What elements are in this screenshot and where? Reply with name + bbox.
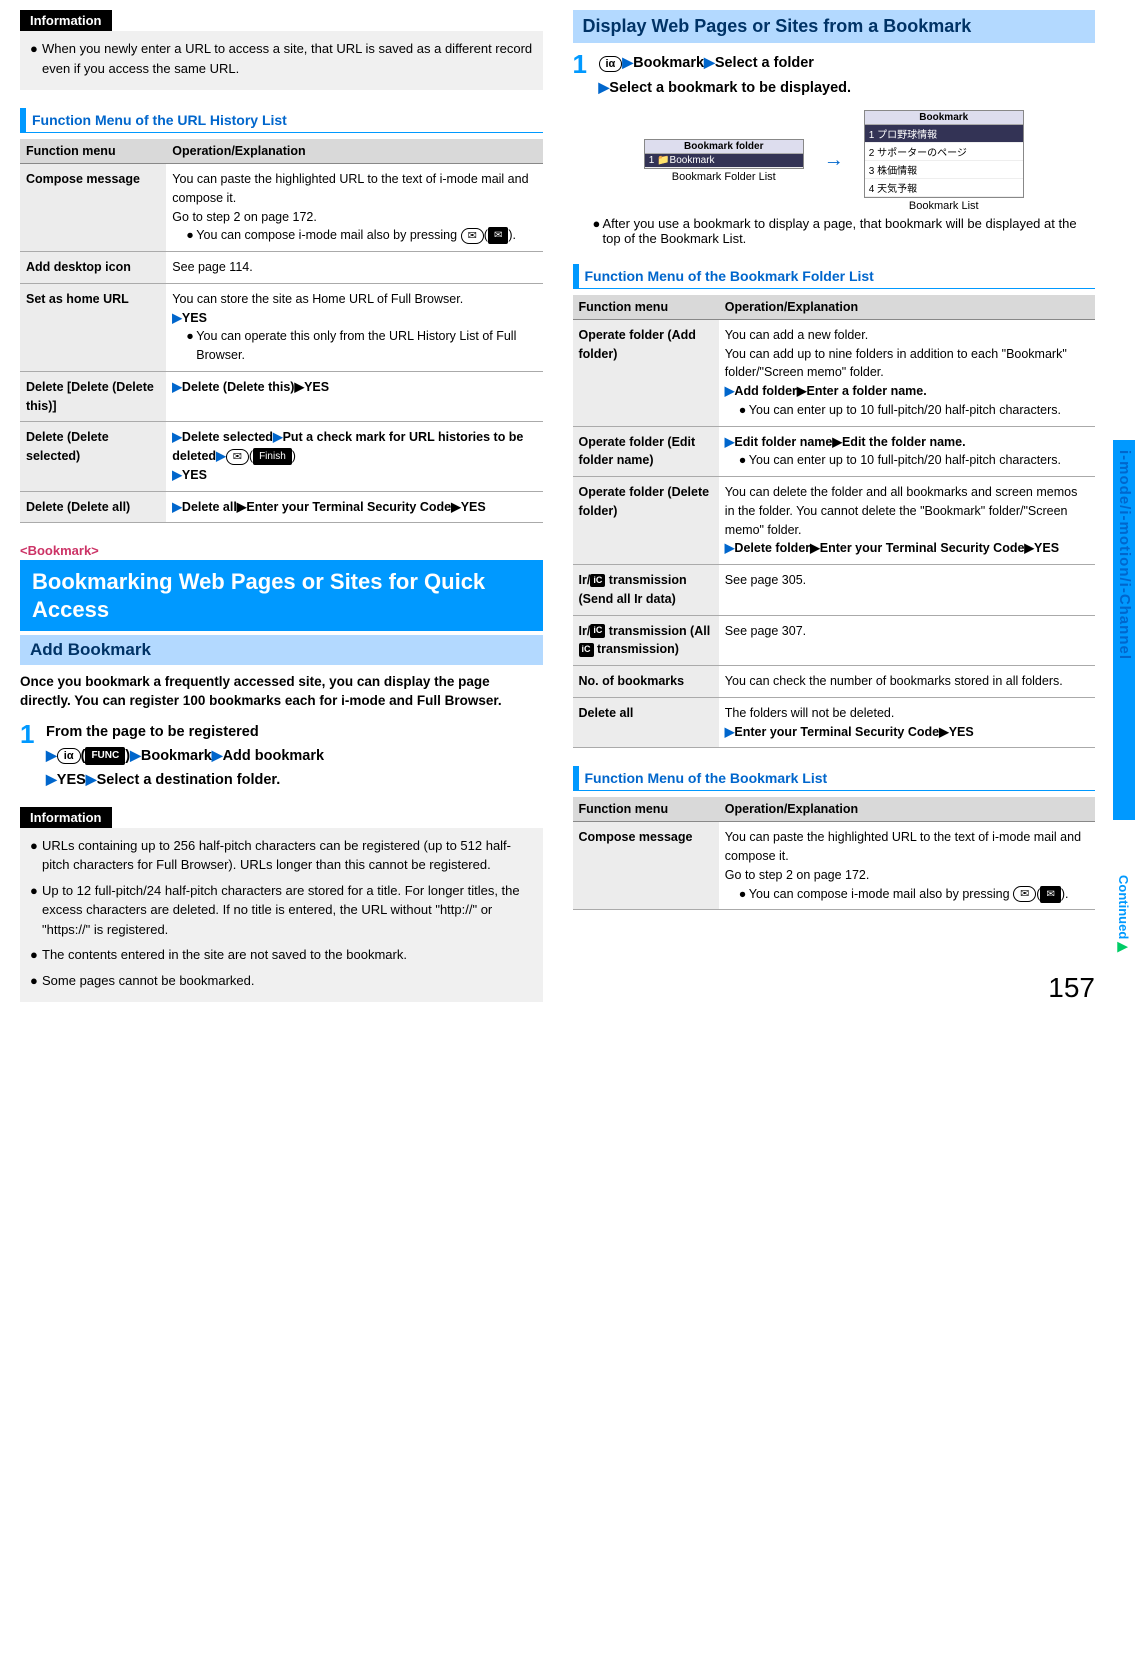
fn-name: Add desktop icon [20, 252, 166, 284]
continued-label: Continued▶ [1116, 875, 1131, 954]
fn-name: Delete (Delete all) [20, 491, 166, 523]
fn-name: Operate folder (Add folder) [573, 319, 719, 426]
table-row: Delete (Delete all) ▶Delete all▶Enter yo… [20, 491, 543, 523]
table-row: Operate folder (Delete folder) You can d… [573, 477, 1096, 565]
table-row: Delete all The folders will not be delet… [573, 697, 1096, 748]
table-header: Operation/Explanation [719, 295, 1095, 320]
table-row: No. of bookmarks You can check the numbe… [573, 666, 1096, 698]
fn-name: Operate folder (Edit folder name) [573, 426, 719, 477]
side-section-label: i-mode/i-motion/i-Channel [1116, 450, 1133, 660]
table-header: Operation/Explanation [166, 139, 542, 164]
mail-icon: ✉ [1040, 886, 1060, 903]
section-subtitle: Add Bookmark [20, 635, 543, 665]
table-row: Ir/iC transmission (Send all Ir data) Se… [573, 565, 1096, 616]
section-tag: <Bookmark> [20, 543, 543, 558]
intro-text: Once you bookmark a frequently accessed … [20, 673, 543, 711]
caption: Bookmark List [864, 200, 1024, 212]
ic-icon: iC [590, 624, 605, 638]
table-row: Set as home URL You can store the site a… [20, 283, 543, 371]
step-number: 1 [573, 51, 599, 99]
mail-key-icon: ✉ [1013, 886, 1036, 902]
table-header: Function menu [20, 139, 166, 164]
fn-name: Ir/iC transmission (Send all Ir data) [573, 565, 719, 616]
info-text: When you newly enter a URL to access a s… [42, 39, 533, 78]
fn-name: Ir/iC transmission (All iC transmission) [573, 615, 719, 666]
bookmark-screenshots: Bookmark folder 1 📁Bookmark Bookmark Fol… [573, 110, 1096, 212]
table-header: Operation/Explanation [719, 797, 1095, 822]
i-alpha-key-icon: iα [599, 56, 623, 72]
bookmark-list-screen: Bookmark 1 プロ野球情報 2 サポーターのページ 3 株価情報 4 天… [864, 110, 1024, 198]
fn-name: Compose message [20, 164, 166, 252]
url-history-table: Function menu Operation/Explanation Comp… [20, 139, 543, 523]
table-row: Ir/iC transmission (All iC transmission)… [573, 615, 1096, 666]
mail-key-icon: ✉ [461, 228, 484, 244]
table-row: Compose message You can paste the highli… [20, 164, 543, 252]
step-1: 1 From the page to be registered ▶iα(FUN… [20, 721, 543, 793]
bookmark-folder-screen: Bookmark folder 1 📁Bookmark [644, 139, 804, 169]
fn-name: Delete [Delete (Delete this)] [20, 371, 166, 422]
table-row: Delete (Delete selected) ▶Delete selecte… [20, 422, 543, 491]
section-title: Bookmarking Web Pages or Sites for Quick… [20, 560, 543, 631]
fn-name: Compose message [573, 822, 719, 910]
caption: Bookmark Folder List [644, 171, 804, 183]
fn-name: Delete (Delete selected) [20, 422, 166, 491]
fn-name: Operate folder (Delete folder) [573, 477, 719, 565]
page-number: 157 [1048, 972, 1095, 1004]
table-row: Delete [Delete (Delete this)] ▶Delete (D… [20, 371, 543, 422]
arrow-icon: → [824, 149, 844, 172]
url-history-heading: Function Menu of the URL History List [20, 108, 543, 133]
left-column: Information ● When you newly enter a URL… [20, 10, 543, 1002]
after-note: After you use a bookmark to display a pa… [603, 216, 1096, 246]
bookmark-list-heading: Function Menu of the Bookmark List [573, 766, 1096, 791]
folder-menu-heading: Function Menu of the Bookmark Folder Lis… [573, 264, 1096, 289]
continued-arrow-icon: ▶ [1116, 939, 1131, 954]
func-icon: FUNC [85, 747, 125, 765]
table-row: Compose message You can paste the highli… [573, 822, 1096, 910]
right-column: Display Web Pages or Sites from a Bookma… [573, 10, 1096, 1002]
bookmark-list-table: Function menu Operation/Explanation Comp… [573, 797, 1096, 910]
folder-menu-table: Function menu Operation/Explanation Oper… [573, 295, 1096, 749]
table-row: Operate folder (Edit folder name) ▶Edit … [573, 426, 1096, 477]
info-header: Information [20, 807, 112, 828]
step-1-right: 1 iα▶Bookmark▶Select a folder ▶Select a … [573, 51, 1096, 99]
fn-name: Set as home URL [20, 283, 166, 371]
display-section-title: Display Web Pages or Sites from a Bookma… [573, 10, 1096, 43]
i-alpha-key-icon: iα [57, 748, 81, 764]
fn-name: No. of bookmarks [573, 666, 719, 698]
fn-name: Delete all [573, 697, 719, 748]
ic-icon: iC [579, 643, 594, 657]
step-number: 1 [20, 721, 46, 793]
mail-key-icon: ✉ [226, 449, 249, 465]
table-row: Add desktop icon See page 114. [20, 252, 543, 284]
ic-icon: iC [590, 574, 605, 588]
finish-icon: Finish [253, 448, 292, 465]
mail-icon: ✉ [488, 227, 508, 244]
table-header: Function menu [573, 295, 719, 320]
table-row: Operate folder (Add folder) You can add … [573, 319, 1096, 426]
information-box-1: Information ● When you newly enter a URL… [20, 10, 543, 90]
info-header: Information [20, 10, 112, 31]
information-box-2: Information ●URLs containing up to 256 h… [20, 807, 543, 1003]
table-header: Function menu [573, 797, 719, 822]
